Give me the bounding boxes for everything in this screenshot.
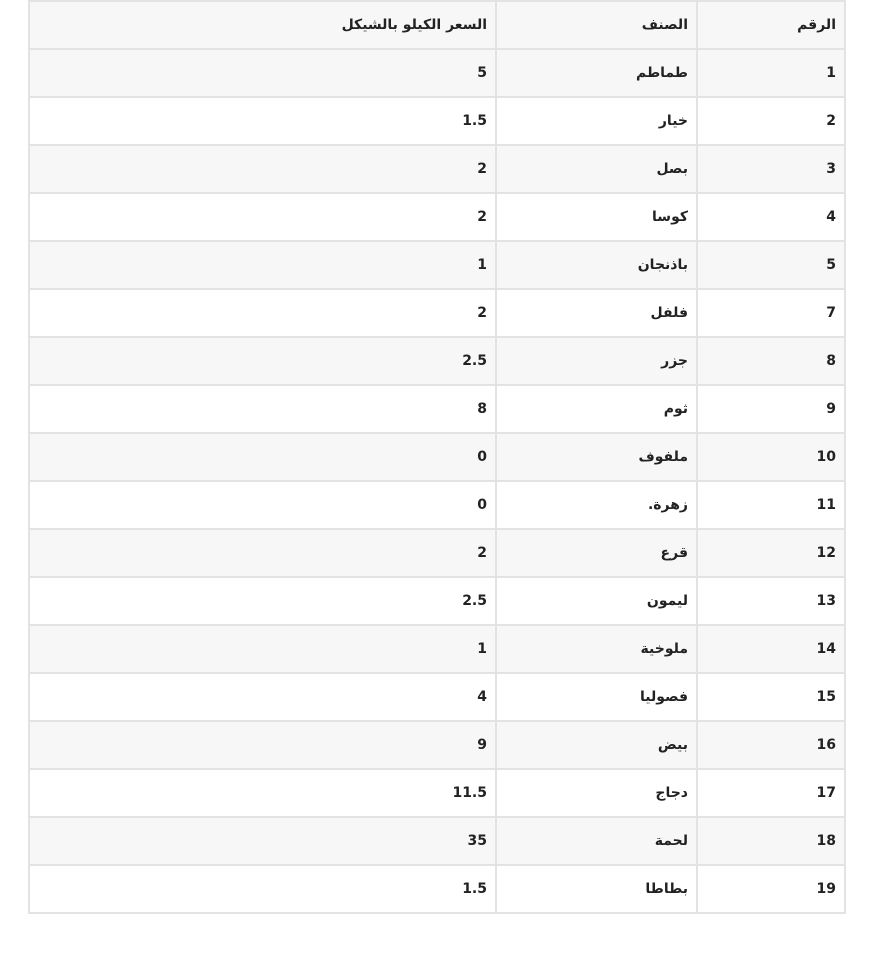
table-row: 2 خيار 1.5 [28, 96, 846, 146]
header-number: الرقم [696, 0, 846, 50]
cell-item: بصل [495, 144, 698, 194]
cell-item: قرع [495, 528, 698, 578]
cell-price: 35 [28, 816, 497, 866]
table-row: 4 كوسا 2 [28, 192, 846, 242]
table-row: 12 قرع 2 [28, 528, 846, 578]
cell-number: 7 [696, 288, 846, 338]
cell-price: 0 [28, 432, 497, 482]
cell-number: 2 [696, 96, 846, 146]
cell-number: 14 [696, 624, 846, 674]
cell-price: 5 [28, 48, 497, 98]
cell-price: 9 [28, 720, 497, 770]
cell-price: 1 [28, 624, 497, 674]
cell-number: 4 [696, 192, 846, 242]
cell-item: زهرة. [495, 480, 698, 530]
table-row: 10 ملفوف 0 [28, 432, 846, 482]
cell-number: 10 [696, 432, 846, 482]
cell-number: 13 [696, 576, 846, 626]
header-item: الصنف [495, 0, 698, 50]
table-row: 1 طماطم 5 [28, 48, 846, 98]
cell-price: 2 [28, 288, 497, 338]
cell-price: 1 [28, 240, 497, 290]
table-row: 11 زهرة. 0 [28, 480, 846, 530]
table-row: 3 بصل 2 [28, 144, 846, 194]
cell-item: كوسا [495, 192, 698, 242]
cell-item: لحمة [495, 816, 698, 866]
table-row: 19 بطاطا 1.5 [28, 864, 846, 914]
cell-item: ملوخية [495, 624, 698, 674]
cell-number: 12 [696, 528, 846, 578]
cell-price: 0 [28, 480, 497, 530]
table-row: 15 فصوليا 4 [28, 672, 846, 722]
cell-price: 8 [28, 384, 497, 434]
cell-item: فلفل [495, 288, 698, 338]
table-row: 16 بيض 9 [28, 720, 846, 770]
table-row: 8 جزر 2.5 [28, 336, 846, 386]
cell-number: 17 [696, 768, 846, 818]
cell-number: 1 [696, 48, 846, 98]
cell-item: ملفوف [495, 432, 698, 482]
cell-number: 19 [696, 864, 846, 914]
table-row: 14 ملوخية 1 [28, 624, 846, 674]
cell-price: 2.5 [28, 576, 497, 626]
cell-item: بطاطا [495, 864, 698, 914]
cell-item: بيض [495, 720, 698, 770]
cell-price: 11.5 [28, 768, 497, 818]
cell-price: 4 [28, 672, 497, 722]
cell-number: 9 [696, 384, 846, 434]
cell-price: 2 [28, 192, 497, 242]
cell-number: 8 [696, 336, 846, 386]
cell-number: 15 [696, 672, 846, 722]
cell-number: 3 [696, 144, 846, 194]
cell-item: دجاج [495, 768, 698, 818]
table-row: 17 دجاج 11.5 [28, 768, 846, 818]
cell-number: 11 [696, 480, 846, 530]
table-header-row: الرقم الصنف السعر الكيلو بالشيكل [28, 0, 846, 50]
cell-item: خيار [495, 96, 698, 146]
cell-item: فصوليا [495, 672, 698, 722]
cell-item: جزر [495, 336, 698, 386]
table-row: 5 باذنجان 1 [28, 240, 846, 290]
cell-number: 18 [696, 816, 846, 866]
cell-item: ثوم [495, 384, 698, 434]
cell-item: باذنجان [495, 240, 698, 290]
cell-price: 2 [28, 144, 497, 194]
table-row: 9 ثوم 8 [28, 384, 846, 434]
cell-number: 5 [696, 240, 846, 290]
table-row: 18 لحمة 35 [28, 816, 846, 866]
cell-item: ليمون [495, 576, 698, 626]
cell-price: 1.5 [28, 96, 497, 146]
cell-number: 16 [696, 720, 846, 770]
cell-price: 1.5 [28, 864, 497, 914]
cell-price: 2 [28, 528, 497, 578]
price-table: الرقم الصنف السعر الكيلو بالشيكل 1 طماطم 5… [28, 0, 846, 914]
table-row: 7 فلفل 2 [28, 288, 846, 338]
header-price: السعر الكيلو بالشيكل [28, 0, 497, 50]
cell-item: طماطم [495, 48, 698, 98]
table-row: 13 ليمون 2.5 [28, 576, 846, 626]
cell-price: 2.5 [28, 336, 497, 386]
